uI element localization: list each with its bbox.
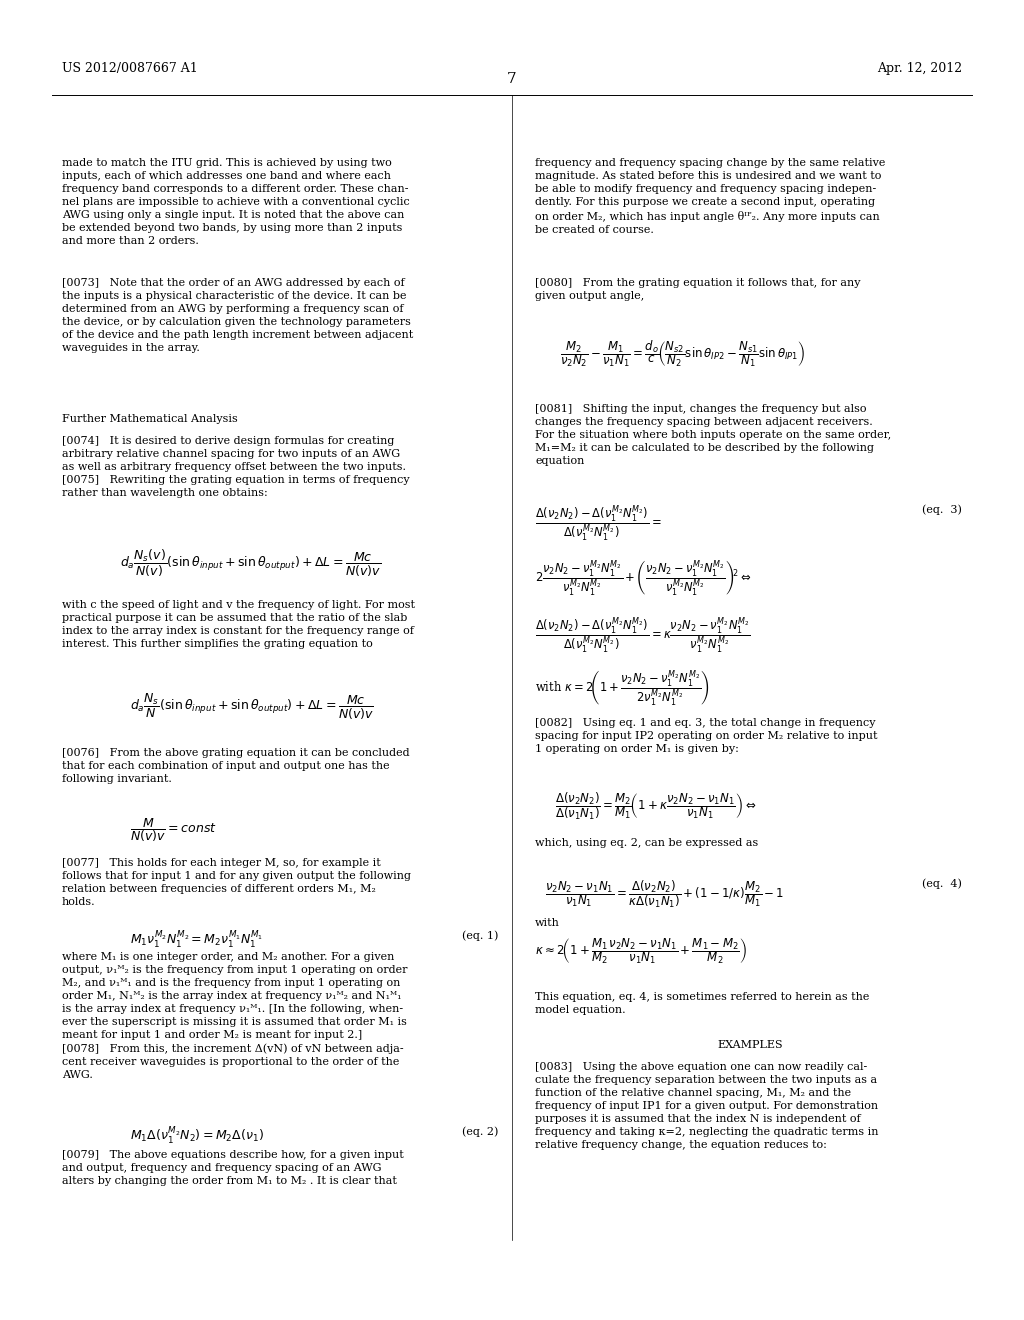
Text: [0083]   Using the above equation one can now readily cal-
culate the frequency : [0083] Using the above equation one can … <box>535 1063 879 1150</box>
Text: with c the speed of light and v the frequency of light. For most
practical purpo: with c the speed of light and v the freq… <box>62 601 415 649</box>
Text: frequency and frequency spacing change by the same relative
magnitude. As stated: frequency and frequency spacing change b… <box>535 158 886 235</box>
Text: [0074]   It is desired to derive design formulas for creating
arbitrary relative: [0074] It is desired to derive design fo… <box>62 436 410 498</box>
Text: $2\dfrac{\nu_2 N_2-\nu_1^{M_2}N_1^{M_2}}{\nu_1^{M_2}N_1^{M_2}}+\left(\dfrac{\nu_: $2\dfrac{\nu_2 N_2-\nu_1^{M_2}N_1^{M_2}}… <box>535 558 752 598</box>
Text: [0076]   From the above grating equation it can be concluded
that for each combi: [0076] From the above grating equation i… <box>62 748 410 784</box>
Text: [0073]   Note that the order of an AWG addressed by each of
the inputs is a phys: [0073] Note that the order of an AWG add… <box>62 279 414 354</box>
Text: Further Mathematical Analysis: Further Mathematical Analysis <box>62 414 238 424</box>
Text: 7: 7 <box>507 73 517 86</box>
Text: $\dfrac{\Delta(\nu_2 N_2)-\Delta(\nu_1^{M_2}N_1^{M_2})}{\Delta(\nu_1^{M_2}N_1^{M: $\dfrac{\Delta(\nu_2 N_2)-\Delta(\nu_1^{… <box>535 616 751 656</box>
Text: $\kappa\approx 2\!\left(1+\dfrac{M_1}{M_2}\dfrac{\nu_2 N_2-\nu_1 N_1}{\nu_1 N_1}: $\kappa\approx 2\!\left(1+\dfrac{M_1}{M_… <box>535 936 748 966</box>
Text: [0080]   From the grating equation it follows that, for any
given output angle,: [0080] From the grating equation it foll… <box>535 279 860 301</box>
Text: [0082]   Using eq. 1 and eq. 3, the total change in frequency
spacing for input : [0082] Using eq. 1 and eq. 3, the total … <box>535 718 878 754</box>
Text: with $\kappa=2\!\left(1+\dfrac{\nu_2 N_2-\nu_1^{M_2}N_1^{M_2}}{2\nu_1^{M_2}N_1^{: with $\kappa=2\!\left(1+\dfrac{\nu_2 N_2… <box>535 668 710 708</box>
Text: (eq.  3): (eq. 3) <box>923 504 962 515</box>
Text: $M_1\nu_1^{M_2}N_1^{M_2}=M_2\nu_1^{M_1}N_1^{M_1}$: $M_1\nu_1^{M_2}N_1^{M_2}=M_2\nu_1^{M_1}N… <box>130 931 263 950</box>
Text: EXAMPLES: EXAMPLES <box>717 1040 782 1049</box>
Text: (eq.  4): (eq. 4) <box>923 878 962 888</box>
Text: made to match the ITU grid. This is achieved by using two
inputs, each of which : made to match the ITU grid. This is achi… <box>62 158 410 247</box>
Text: [0081]   Shifting the input, changes the frequency but also
changes the frequenc: [0081] Shifting the input, changes the f… <box>535 404 891 466</box>
Text: [0077]   This holds for each integer M, so, for example it
follows that for inpu: [0077] This holds for each integer M, so… <box>62 858 411 907</box>
Text: $d_a\dfrac{N_s(v)}{N(v)}(\sin\theta_{input}+\sin\theta_{output})+\Delta L=\dfrac: $d_a\dfrac{N_s(v)}{N(v)}(\sin\theta_{inp… <box>120 548 381 579</box>
Text: $M_1\Delta(\nu_1^{M_2}N_2)=M_2\Delta(\nu_1)$: $M_1\Delta(\nu_1^{M_2}N_2)=M_2\Delta(\nu… <box>130 1126 264 1147</box>
Text: (eq. 2): (eq. 2) <box>462 1126 499 1137</box>
Text: where M₁ is one integer order, and M₂ another. For a given
output, ν₁ᴹ₂ is the f: where M₁ is one integer order, and M₂ an… <box>62 952 408 1080</box>
Text: [0079]   The above equations describe how, for a given input
and output, frequen: [0079] The above equations describe how,… <box>62 1150 403 1187</box>
Text: with: with <box>535 917 560 928</box>
Text: $\dfrac{M_2}{\nu_2 N_2}-\dfrac{M_1}{\nu_1 N_1}=\dfrac{d_o}{c}\!\left(\dfrac{N_{s: $\dfrac{M_2}{\nu_2 N_2}-\dfrac{M_1}{\nu_… <box>560 338 805 368</box>
Text: $\dfrac{\nu_2 N_2-\nu_1 N_1}{\nu_1 N_1}=\dfrac{\Delta(\nu_2 N_2)}{\kappa\Delta(\: $\dfrac{\nu_2 N_2-\nu_1 N_1}{\nu_1 N_1}=… <box>545 878 784 909</box>
Text: Apr. 12, 2012: Apr. 12, 2012 <box>877 62 962 75</box>
Text: (eq. 1): (eq. 1) <box>462 931 499 941</box>
Text: This equation, eq. 4, is sometimes referred to herein as the
model equation.: This equation, eq. 4, is sometimes refer… <box>535 993 869 1015</box>
Text: $\dfrac{\Delta(\nu_2 N_2)-\Delta(\nu_1^{M_2}N_1^{M_2})}{\Delta(\nu_1^{M_2}N_1^{M: $\dfrac{\Delta(\nu_2 N_2)-\Delta(\nu_1^{… <box>535 504 662 544</box>
Text: $d_a\dfrac{N_s}{N}(\sin\theta_{input}+\sin\theta_{output})+\Delta L=\dfrac{Mc}{N: $d_a\dfrac{N_s}{N}(\sin\theta_{input}+\s… <box>130 692 374 722</box>
Text: US 2012/0087667 A1: US 2012/0087667 A1 <box>62 62 198 75</box>
Text: $\dfrac{\Delta(\nu_2 N_2)}{\Delta(\nu_1 N_1)}=\dfrac{M_2}{M_1}\!\left(1+\kappa\d: $\dfrac{\Delta(\nu_2 N_2)}{\Delta(\nu_1 … <box>555 789 757 822</box>
Text: $\dfrac{M}{N(v)v} = const$: $\dfrac{M}{N(v)v} = const$ <box>130 816 217 843</box>
Text: which, using eq. 2, can be expressed as: which, using eq. 2, can be expressed as <box>535 838 758 847</box>
